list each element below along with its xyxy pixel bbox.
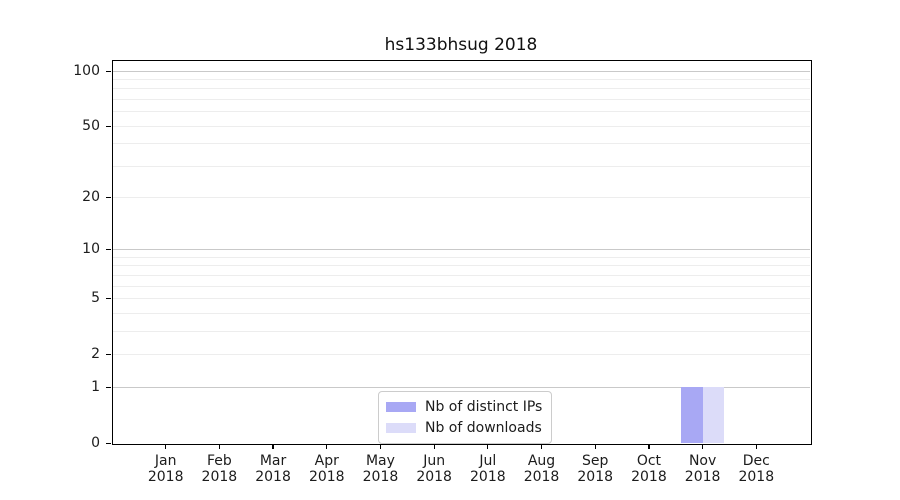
x-tick-label: Feb 2018 [191, 453, 247, 485]
x-tick-year: 2018 [470, 469, 506, 485]
x-tick-year: 2018 [577, 469, 614, 485]
bar-distinct-ips [681, 387, 703, 443]
gridline-minor [112, 197, 810, 199]
gridline-minor [112, 99, 810, 101]
y-tick-label: 10 [82, 241, 100, 258]
x-tick-year: 2018 [738, 469, 775, 485]
x-tick-month: Feb [206, 453, 232, 469]
y-tick-label: 1 [91, 378, 100, 395]
x-tick-mark [326, 444, 328, 450]
x-tick-year: 2018 [255, 469, 291, 485]
gridline-minor [112, 285, 810, 287]
gridline-minor [112, 143, 810, 145]
x-tick-mark [218, 444, 220, 450]
bar-downloads [702, 387, 725, 443]
y-tick-mark [106, 125, 111, 127]
legend-label-downloads: Nb of downloads [425, 419, 542, 436]
x-tick-label: May 2018 [352, 453, 408, 485]
x-tick-month: Jan [154, 453, 177, 469]
x-tick-month: May [365, 453, 395, 469]
legend-swatch-distinct-ips-icon [386, 401, 416, 412]
x-tick-label: Dec 2018 [728, 453, 784, 485]
x-tick-label: Sep 2018 [567, 453, 623, 485]
x-tick-year: 2018 [201, 469, 238, 485]
x-tick-month: Jun [423, 453, 446, 469]
x-tick-label: Nov 2018 [675, 453, 731, 485]
x-tick-year: 2018 [362, 469, 399, 485]
y-tick-label: 5 [91, 290, 100, 307]
x-tick-mark [487, 444, 489, 450]
x-tick-year: 2018 [684, 469, 721, 485]
x-tick-mark [594, 444, 596, 450]
x-tick-month: Apr [314, 453, 339, 469]
x-tick-month: Nov [688, 453, 717, 469]
x-tick-mark [433, 444, 435, 450]
gridline-major [112, 70, 810, 72]
x-tick-label: Jan 2018 [138, 453, 194, 485]
legend-swatch-downloads-icon [386, 422, 416, 433]
gridline-minor [112, 111, 810, 113]
x-tick-label: Mar 2018 [245, 453, 301, 485]
chart-title: hs133bhsug 2018 [384, 35, 538, 55]
x-tick-label: Jul 2018 [460, 453, 516, 485]
gridline-minor [112, 79, 810, 81]
x-tick-mark [379, 444, 382, 450]
x-tick-mark [540, 444, 543, 450]
gridline-major [112, 249, 810, 251]
y-tick-label: 100 [73, 62, 100, 79]
gridline-minor [112, 88, 810, 90]
x-tick-label: Aug 2018 [514, 453, 570, 485]
x-tick-mark [165, 444, 167, 450]
gridline-minor [112, 330, 810, 332]
y-tick-label: 20 [82, 189, 100, 206]
y-tick-mark [106, 70, 111, 72]
x-tick-year: 2018 [631, 469, 667, 485]
y-tick-mark [106, 442, 111, 444]
x-tick-month: Sep [582, 453, 609, 469]
x-tick-mark [702, 444, 704, 450]
x-tick-year: 2018 [416, 469, 452, 485]
y-tick-mark [106, 298, 111, 300]
x-tick-month: Jul [479, 453, 497, 469]
x-tick-mark [755, 444, 757, 450]
x-tick-mark [272, 444, 274, 450]
legend-entry-downloads: Nb of downloads [386, 418, 542, 437]
x-tick-year: 2018 [523, 469, 560, 485]
gridline-minor [112, 274, 810, 276]
gridline-minor [112, 298, 810, 300]
x-tick-year: 2018 [147, 469, 184, 485]
legend-entry-distinct-ips: Nb of distinct IPs [386, 397, 542, 416]
x-tick-month: Dec [742, 453, 770, 469]
y-tick-mark [106, 386, 111, 388]
y-tick-mark [106, 353, 111, 356]
gridline-minor [112, 125, 810, 127]
gridline-minor [112, 312, 810, 314]
gridline-minor [112, 165, 810, 167]
gridline-minor [112, 256, 810, 258]
gridline-major [112, 386, 810, 388]
x-tick-month: Oct [636, 453, 662, 469]
x-tick-year: 2018 [308, 469, 345, 485]
y-tick-label: 2 [91, 345, 100, 362]
x-tick-label: Oct 2018 [621, 453, 677, 485]
x-tick-label: Apr 2018 [299, 453, 355, 485]
gridline-minor [112, 353, 810, 355]
x-tick-label: Jun 2018 [406, 453, 462, 485]
y-tick-label: 50 [82, 117, 100, 134]
legend: Nb of distinct IPs Nb of downloads [378, 391, 553, 444]
legend-label-distinct-ips: Nb of distinct IPs [425, 398, 543, 415]
y-tick-label: 0 [91, 434, 100, 451]
y-tick-mark [106, 197, 111, 199]
x-tick-month: Aug [527, 453, 556, 469]
y-tick-mark [106, 249, 111, 251]
x-tick-month: Mar [259, 453, 287, 469]
gridline-minor [112, 265, 810, 267]
x-tick-mark [648, 444, 650, 450]
